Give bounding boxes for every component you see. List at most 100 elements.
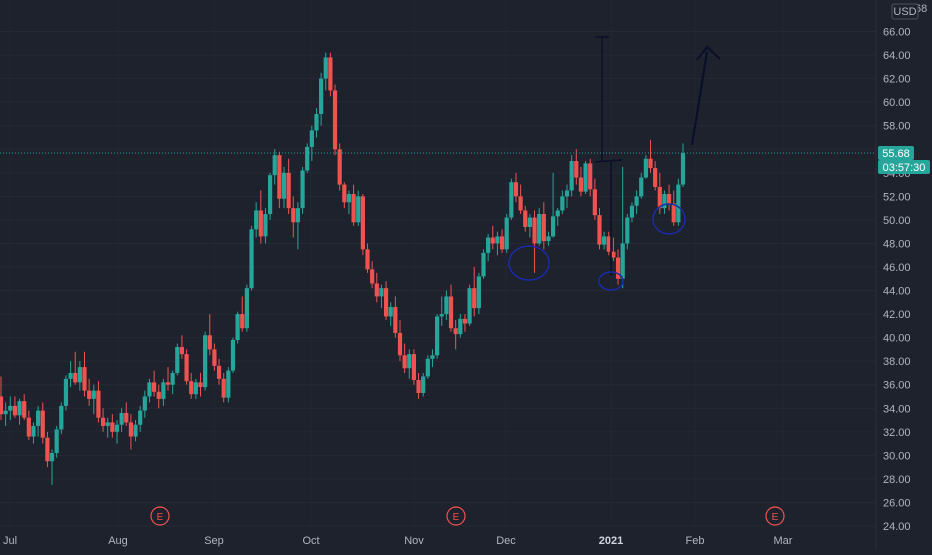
candle-body[interactable] (216, 365, 222, 379)
candle-body[interactable] (295, 208, 301, 223)
candle[interactable] (495, 231, 500, 256)
candle-body[interactable] (105, 422, 110, 426)
candles[interactable] (0, 52, 686, 485)
candle[interactable] (588, 158, 593, 197)
candle[interactable] (36, 405, 41, 437)
candle[interactable] (49, 449, 55, 485)
candle[interactable] (383, 281, 389, 320)
candle[interactable] (448, 284, 454, 332)
candle[interactable] (165, 367, 171, 391)
candle[interactable] (499, 229, 505, 253)
candle-body[interactable] (425, 358, 430, 377)
candle-body[interactable] (22, 401, 27, 418)
candle-body[interactable] (407, 354, 412, 369)
candle-body[interactable] (203, 335, 208, 388)
candle[interactable] (680, 143, 686, 187)
candle[interactable] (346, 190, 352, 215)
candle-body[interactable] (63, 378, 69, 406)
candle[interactable] (625, 214, 630, 250)
candle-body[interactable] (147, 382, 152, 397)
candle-body[interactable] (657, 186, 662, 209)
bracket-cap-mid[interactable] (594, 159, 623, 163)
candle[interactable] (653, 161, 658, 191)
candle-body[interactable] (625, 217, 630, 244)
candle[interactable] (45, 431, 50, 468)
candle-body[interactable] (54, 429, 59, 454)
candle[interactable] (110, 414, 115, 438)
candle-body[interactable] (546, 236, 551, 242)
candle[interactable] (91, 384, 96, 415)
candle[interactable] (249, 225, 254, 291)
candle-body[interactable] (110, 422, 115, 432)
candle[interactable] (161, 378, 166, 406)
earnings-icon[interactable] (765, 506, 785, 526)
candle[interactable] (198, 372, 203, 397)
candle-body[interactable] (430, 355, 435, 359)
candle[interactable] (476, 272, 481, 315)
candle[interactable] (421, 372, 426, 397)
candle[interactable] (435, 314, 440, 359)
candle-body[interactable] (360, 196, 365, 250)
candle-body[interactable] (226, 370, 231, 398)
candle[interactable] (527, 214, 532, 238)
candle[interactable] (73, 351, 78, 385)
candle-body[interactable] (240, 314, 245, 329)
candle[interactable] (444, 290, 449, 320)
candle[interactable] (578, 166, 584, 197)
candle-body[interactable] (198, 382, 203, 388)
candle[interactable] (286, 158, 291, 215)
candle[interactable] (425, 355, 430, 379)
candle[interactable] (12, 396, 18, 418)
candle-body[interactable] (555, 210, 560, 217)
candle[interactable] (606, 231, 611, 256)
candle-body[interactable] (59, 405, 64, 430)
candle[interactable] (462, 314, 468, 332)
candle-body[interactable] (0, 396, 4, 415)
candle[interactable] (453, 319, 458, 350)
candle-body[interactable] (680, 153, 686, 185)
candle-body[interactable] (193, 382, 198, 395)
candle[interactable] (235, 311, 240, 344)
candle[interactable] (142, 390, 147, 418)
candle[interactable] (147, 378, 152, 403)
candle[interactable] (458, 314, 463, 338)
candle-body[interactable] (291, 208, 296, 223)
candle[interactable] (77, 361, 82, 391)
candle-body[interactable] (161, 382, 166, 399)
candle-body[interactable] (643, 158, 648, 178)
candle[interactable] (291, 196, 296, 238)
candle[interactable] (472, 267, 477, 317)
candle-body[interactable] (258, 210, 263, 237)
candle[interactable] (114, 420, 120, 444)
candle[interactable] (411, 349, 417, 385)
candle[interactable] (342, 182, 347, 209)
candle[interactable] (179, 335, 185, 359)
candle[interactable] (592, 178, 597, 220)
candle[interactable] (569, 155, 574, 197)
candle[interactable] (416, 372, 421, 399)
candle-body[interactable] (648, 158, 653, 169)
candle-body[interactable] (300, 170, 305, 209)
earnings-marker[interactable]: E (765, 506, 785, 526)
candle-body[interactable] (332, 90, 338, 150)
candle-body[interactable] (142, 396, 147, 411)
candle-body[interactable] (49, 453, 55, 462)
candle-body[interactable] (277, 155, 282, 199)
candle-body[interactable] (462, 318, 468, 324)
candle[interactable] (328, 52, 333, 97)
candle-body[interactable] (124, 412, 129, 423)
candle[interactable] (87, 378, 92, 406)
candle-body[interactable] (523, 210, 528, 227)
candle[interactable] (305, 143, 310, 173)
candle-body[interactable] (653, 168, 658, 187)
candle-body[interactable] (309, 130, 314, 147)
candle-body[interactable] (286, 172, 291, 209)
candle[interactable] (393, 296, 398, 338)
candle[interactable] (537, 208, 542, 246)
candle-body[interactable] (467, 288, 472, 324)
candle-body[interactable] (383, 288, 389, 317)
candle-body[interactable] (402, 355, 407, 369)
candle[interactable] (509, 178, 514, 220)
candle[interactable] (82, 351, 87, 397)
